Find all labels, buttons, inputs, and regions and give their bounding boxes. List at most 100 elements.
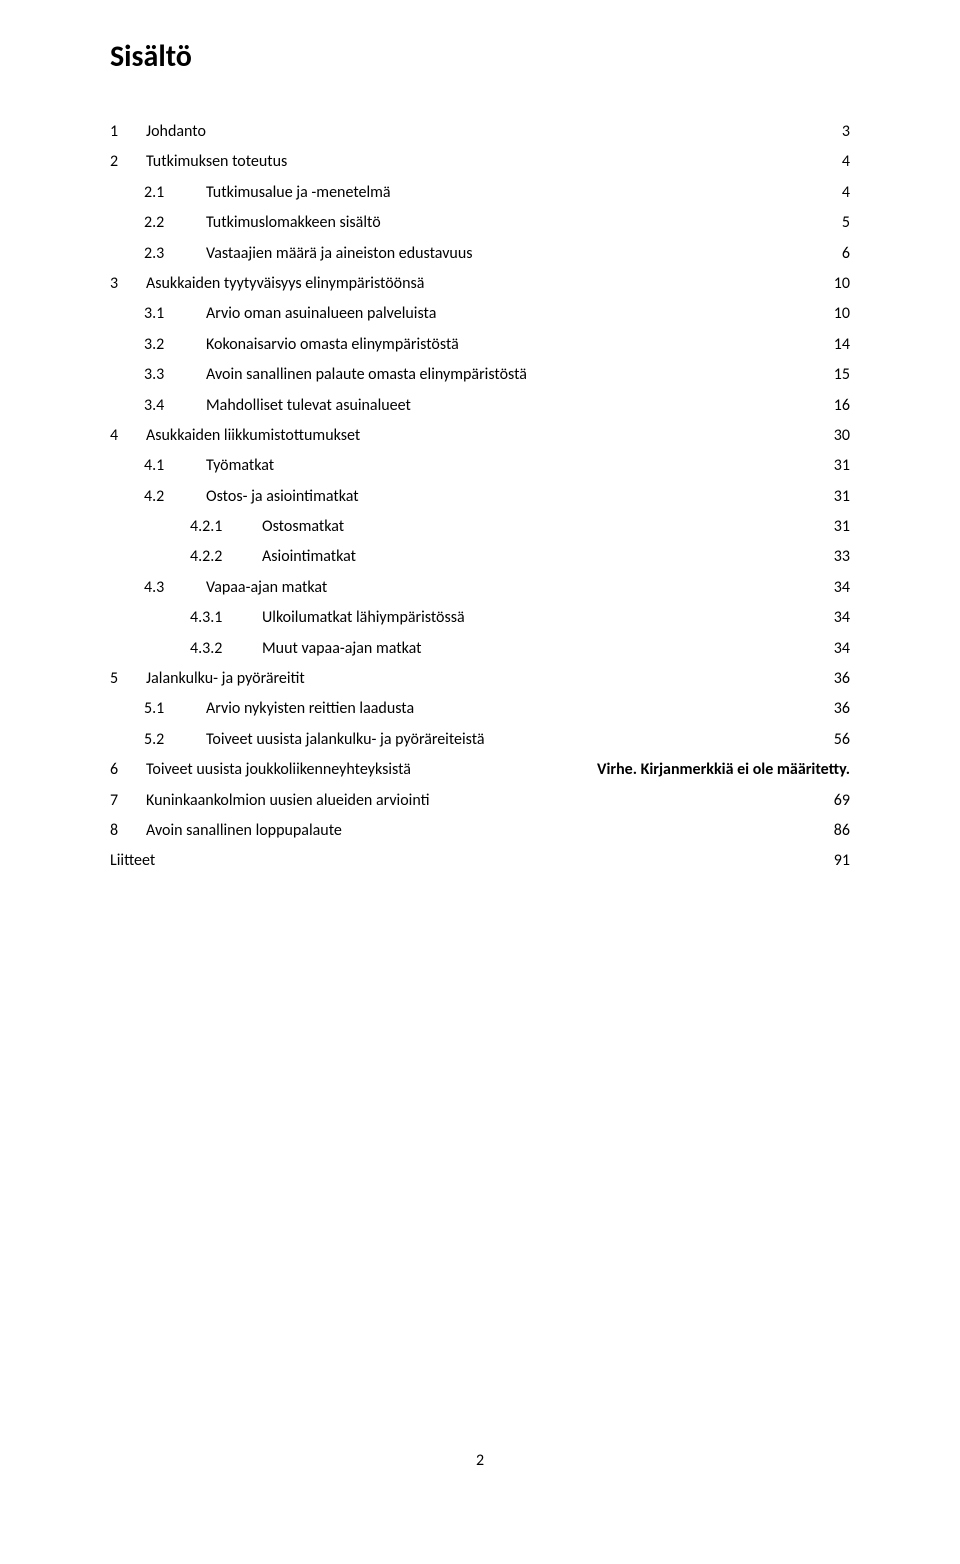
- toc-entry-label: Arvio oman asuinalueen palveluista: [188, 299, 436, 329]
- toc-entry-number: 4.3.2: [190, 634, 244, 664]
- toc-entry: 8Avoin sanallinen loppupalaute 86: [110, 816, 850, 846]
- toc-title: Sisältö: [110, 38, 850, 75]
- toc-entry: 4.2Ostos- ja asiointimatkat 31: [110, 482, 850, 512]
- toc-entry-number: 8: [110, 816, 142, 846]
- toc-entry-number: 4.2.2: [190, 542, 244, 572]
- toc-entry: 5Jalankulku- ja pyöräreitit 36: [110, 664, 850, 694]
- toc-entry-label: Ulkoilumatkat lähiympäristössä: [244, 603, 465, 633]
- toc-entry-page: 91: [828, 846, 850, 876]
- toc-entry-page: 5: [828, 208, 850, 238]
- document-page: Sisältö 1Johdanto32Tutkimuksen toteutus4…: [0, 0, 960, 1564]
- toc-entry-page: 4: [828, 147, 850, 177]
- page-number: 2: [0, 1451, 960, 1470]
- toc-entry-label: Liitteet: [110, 846, 155, 876]
- toc-entry-number: 7: [110, 786, 142, 816]
- toc-entry-label: Avoin sanallinen palaute omasta elinympä…: [188, 360, 527, 390]
- toc-entry-page: 34: [828, 634, 850, 664]
- toc-entry: Liitteet 91: [110, 846, 850, 876]
- toc-entry-label: Asukkaiden liikkumistottumukset: [142, 421, 360, 451]
- toc-entry: 2.2Tutkimuslomakkeen sisältö 5: [110, 208, 850, 238]
- toc-entry-number: 4: [110, 421, 142, 451]
- toc-entry-label: Tutkimusalue ja -menetelmä: [188, 178, 391, 208]
- toc-entry-label: Tutkimuksen toteutus: [142, 147, 287, 177]
- toc-entry-page: 86: [828, 816, 850, 846]
- toc-entry-label: Ostos- ja asiointimatkat: [188, 482, 359, 512]
- toc-entry-number: 4.1: [144, 451, 188, 481]
- toc-entry-page: 31: [828, 482, 850, 512]
- toc-entry-page: 36: [828, 694, 850, 724]
- toc-entry-label: Kuninkaankolmion uusien alueiden arvioin…: [142, 786, 430, 816]
- toc-entry-number: 4.2: [144, 482, 188, 512]
- toc-entry-number: 2.2: [144, 208, 188, 238]
- toc-entry-page: 34: [828, 573, 850, 603]
- toc-entry-page: 3: [828, 117, 850, 147]
- toc-entry-label: Kokonaisarvio omasta elinympäristöstä: [188, 330, 459, 360]
- toc-entry: 3Asukkaiden tyytyväisyys elinympäristöön…: [110, 269, 850, 299]
- toc-entry-number: 2.3: [144, 239, 188, 269]
- toc-entry-label: Toiveet uusista joukkoliikenneyhteyksist…: [142, 755, 411, 785]
- toc-entry-number: 2.1: [144, 178, 188, 208]
- toc-entry-number: 1: [110, 117, 142, 147]
- toc-entry: 2.1Tutkimusalue ja -menetelmä 4: [110, 178, 850, 208]
- toc-entry-page: 69: [828, 786, 850, 816]
- toc-entry-number: 4.3: [144, 573, 188, 603]
- toc-entry-number: 4.3.1: [190, 603, 244, 633]
- toc-entry-page: 4: [828, 178, 850, 208]
- toc-entry-label: Työmatkat: [188, 451, 274, 481]
- toc-entry-label: Muut vapaa-ajan matkat: [244, 634, 421, 664]
- toc-entry-number: 5.1: [144, 694, 188, 724]
- toc-entry: 3.4Mahdolliset tulevat asuinalueet 16: [110, 391, 850, 421]
- toc-list: 1Johdanto32Tutkimuksen toteutus42.1Tutki…: [110, 117, 850, 877]
- toc-entry-page: 31: [828, 512, 850, 542]
- toc-entry-page: 10: [828, 299, 850, 329]
- toc-entry-page: 15: [828, 360, 850, 390]
- toc-entry-page: 10: [828, 269, 850, 299]
- toc-entry-label: Vapaa-ajan matkat: [188, 573, 327, 603]
- toc-entry: 4Asukkaiden liikkumistottumukset 30: [110, 421, 850, 451]
- toc-entry-number: 5.2: [144, 725, 188, 755]
- toc-entry-label: Avoin sanallinen loppupalaute: [142, 816, 342, 846]
- toc-entry-page: 34: [828, 603, 850, 633]
- toc-entry: 4.3.1Ulkoilumatkat lähiympäristössä 34: [110, 603, 850, 633]
- toc-entry: 2.3Vastaajien määrä ja aineiston edustav…: [110, 239, 850, 269]
- toc-entry: 5.1Arvio nykyisten reittien laadusta 36: [110, 694, 850, 724]
- toc-entry-label: Asiointimatkat: [244, 542, 356, 572]
- toc-entry: 4.2.1Ostosmatkat 31: [110, 512, 850, 542]
- toc-entry-label: Vastaajien määrä ja aineiston edustavuus: [188, 239, 472, 269]
- toc-entry-label: Tutkimuslomakkeen sisältö: [188, 208, 381, 238]
- toc-entry-page: Virhe. Kirjanmerkkiä ei ole määritetty.: [597, 755, 850, 785]
- toc-entry-number: 3.2: [144, 330, 188, 360]
- toc-entry-label: Arvio nykyisten reittien laadusta: [188, 694, 414, 724]
- toc-entry: 4.1Työmatkat 31: [110, 451, 850, 481]
- toc-entry-page: 31: [828, 451, 850, 481]
- toc-entry-number: 3.1: [144, 299, 188, 329]
- toc-entry-label: Mahdolliset tulevat asuinalueet: [188, 391, 411, 421]
- toc-entry-page: 6: [828, 239, 850, 269]
- toc-entry: 3.2Kokonaisarvio omasta elinympäristöstä…: [110, 330, 850, 360]
- toc-entry-number: 2: [110, 147, 142, 177]
- toc-entry-number: 3.4: [144, 391, 188, 421]
- toc-entry: 3.1Arvio oman asuinalueen palveluista 10: [110, 299, 850, 329]
- toc-entry: 3.3Avoin sanallinen palaute omasta eliny…: [110, 360, 850, 390]
- toc-entry: 4.3.2Muut vapaa-ajan matkat 34: [110, 634, 850, 664]
- toc-entry-label: Johdanto: [142, 117, 206, 147]
- toc-entry-number: 4.2.1: [190, 512, 244, 542]
- toc-entry: 2Tutkimuksen toteutus 4: [110, 147, 850, 177]
- toc-entry-number: 3.3: [144, 360, 188, 390]
- toc-entry-page: 14: [828, 330, 850, 360]
- toc-entry-page: 36: [828, 664, 850, 694]
- toc-entry-label: Ostosmatkat: [244, 512, 344, 542]
- toc-entry: 5.2Toiveet uusista jalankulku- ja pyörär…: [110, 725, 850, 755]
- toc-entry-page: 33: [828, 542, 850, 572]
- toc-entry-label: Asukkaiden tyytyväisyys elinympäristööns…: [142, 269, 424, 299]
- toc-entry: 6Toiveet uusista joukkoliikenneyhteyksis…: [110, 755, 850, 785]
- toc-entry: 7Kuninkaankolmion uusien alueiden arvioi…: [110, 786, 850, 816]
- toc-entry: 1Johdanto 3: [110, 117, 850, 147]
- toc-entry-number: 5: [110, 664, 142, 694]
- toc-entry: 4.3Vapaa-ajan matkat 34: [110, 573, 850, 603]
- toc-entry-number: 6: [110, 755, 142, 785]
- toc-entry-label: Jalankulku- ja pyöräreitit: [142, 664, 305, 694]
- toc-entry-page: 16: [828, 391, 850, 421]
- toc-entry-page: 30: [828, 421, 850, 451]
- toc-entry: 4.2.2Asiointimatkat 33: [110, 542, 850, 572]
